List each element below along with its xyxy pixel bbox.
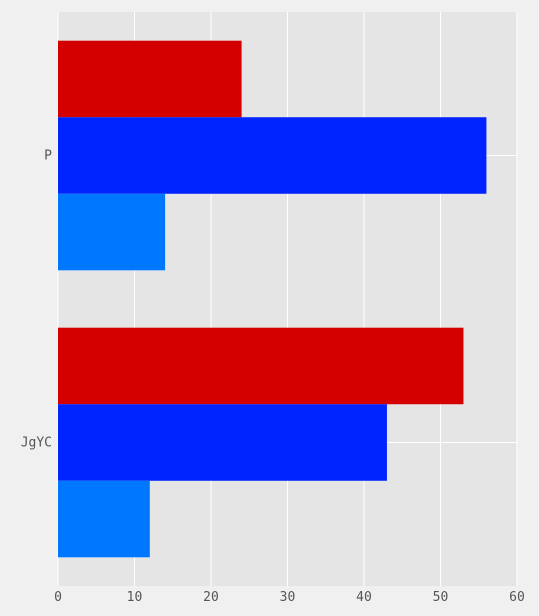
- x-tick-label: 30: [280, 590, 296, 605]
- bar: [58, 117, 487, 194]
- x-tick-label: 0: [54, 590, 62, 605]
- y-tick-label: JgYC: [21, 436, 52, 451]
- x-axis: 0 10 20 30 40 50 60: [54, 590, 525, 605]
- bar: [58, 404, 387, 481]
- x-tick-label: 50: [433, 590, 449, 605]
- y-tick-label: P: [44, 149, 52, 164]
- x-tick-label: 40: [356, 590, 372, 605]
- x-tick-label: 20: [203, 590, 219, 605]
- bars: [58, 40, 487, 558]
- bar: [58, 193, 166, 271]
- bar: [58, 327, 464, 405]
- bar: [58, 40, 242, 118]
- x-tick-label: 10: [127, 590, 143, 605]
- x-tick-label: 60: [509, 590, 525, 605]
- bar: [58, 480, 150, 558]
- y-axis: P JgYC: [21, 149, 52, 451]
